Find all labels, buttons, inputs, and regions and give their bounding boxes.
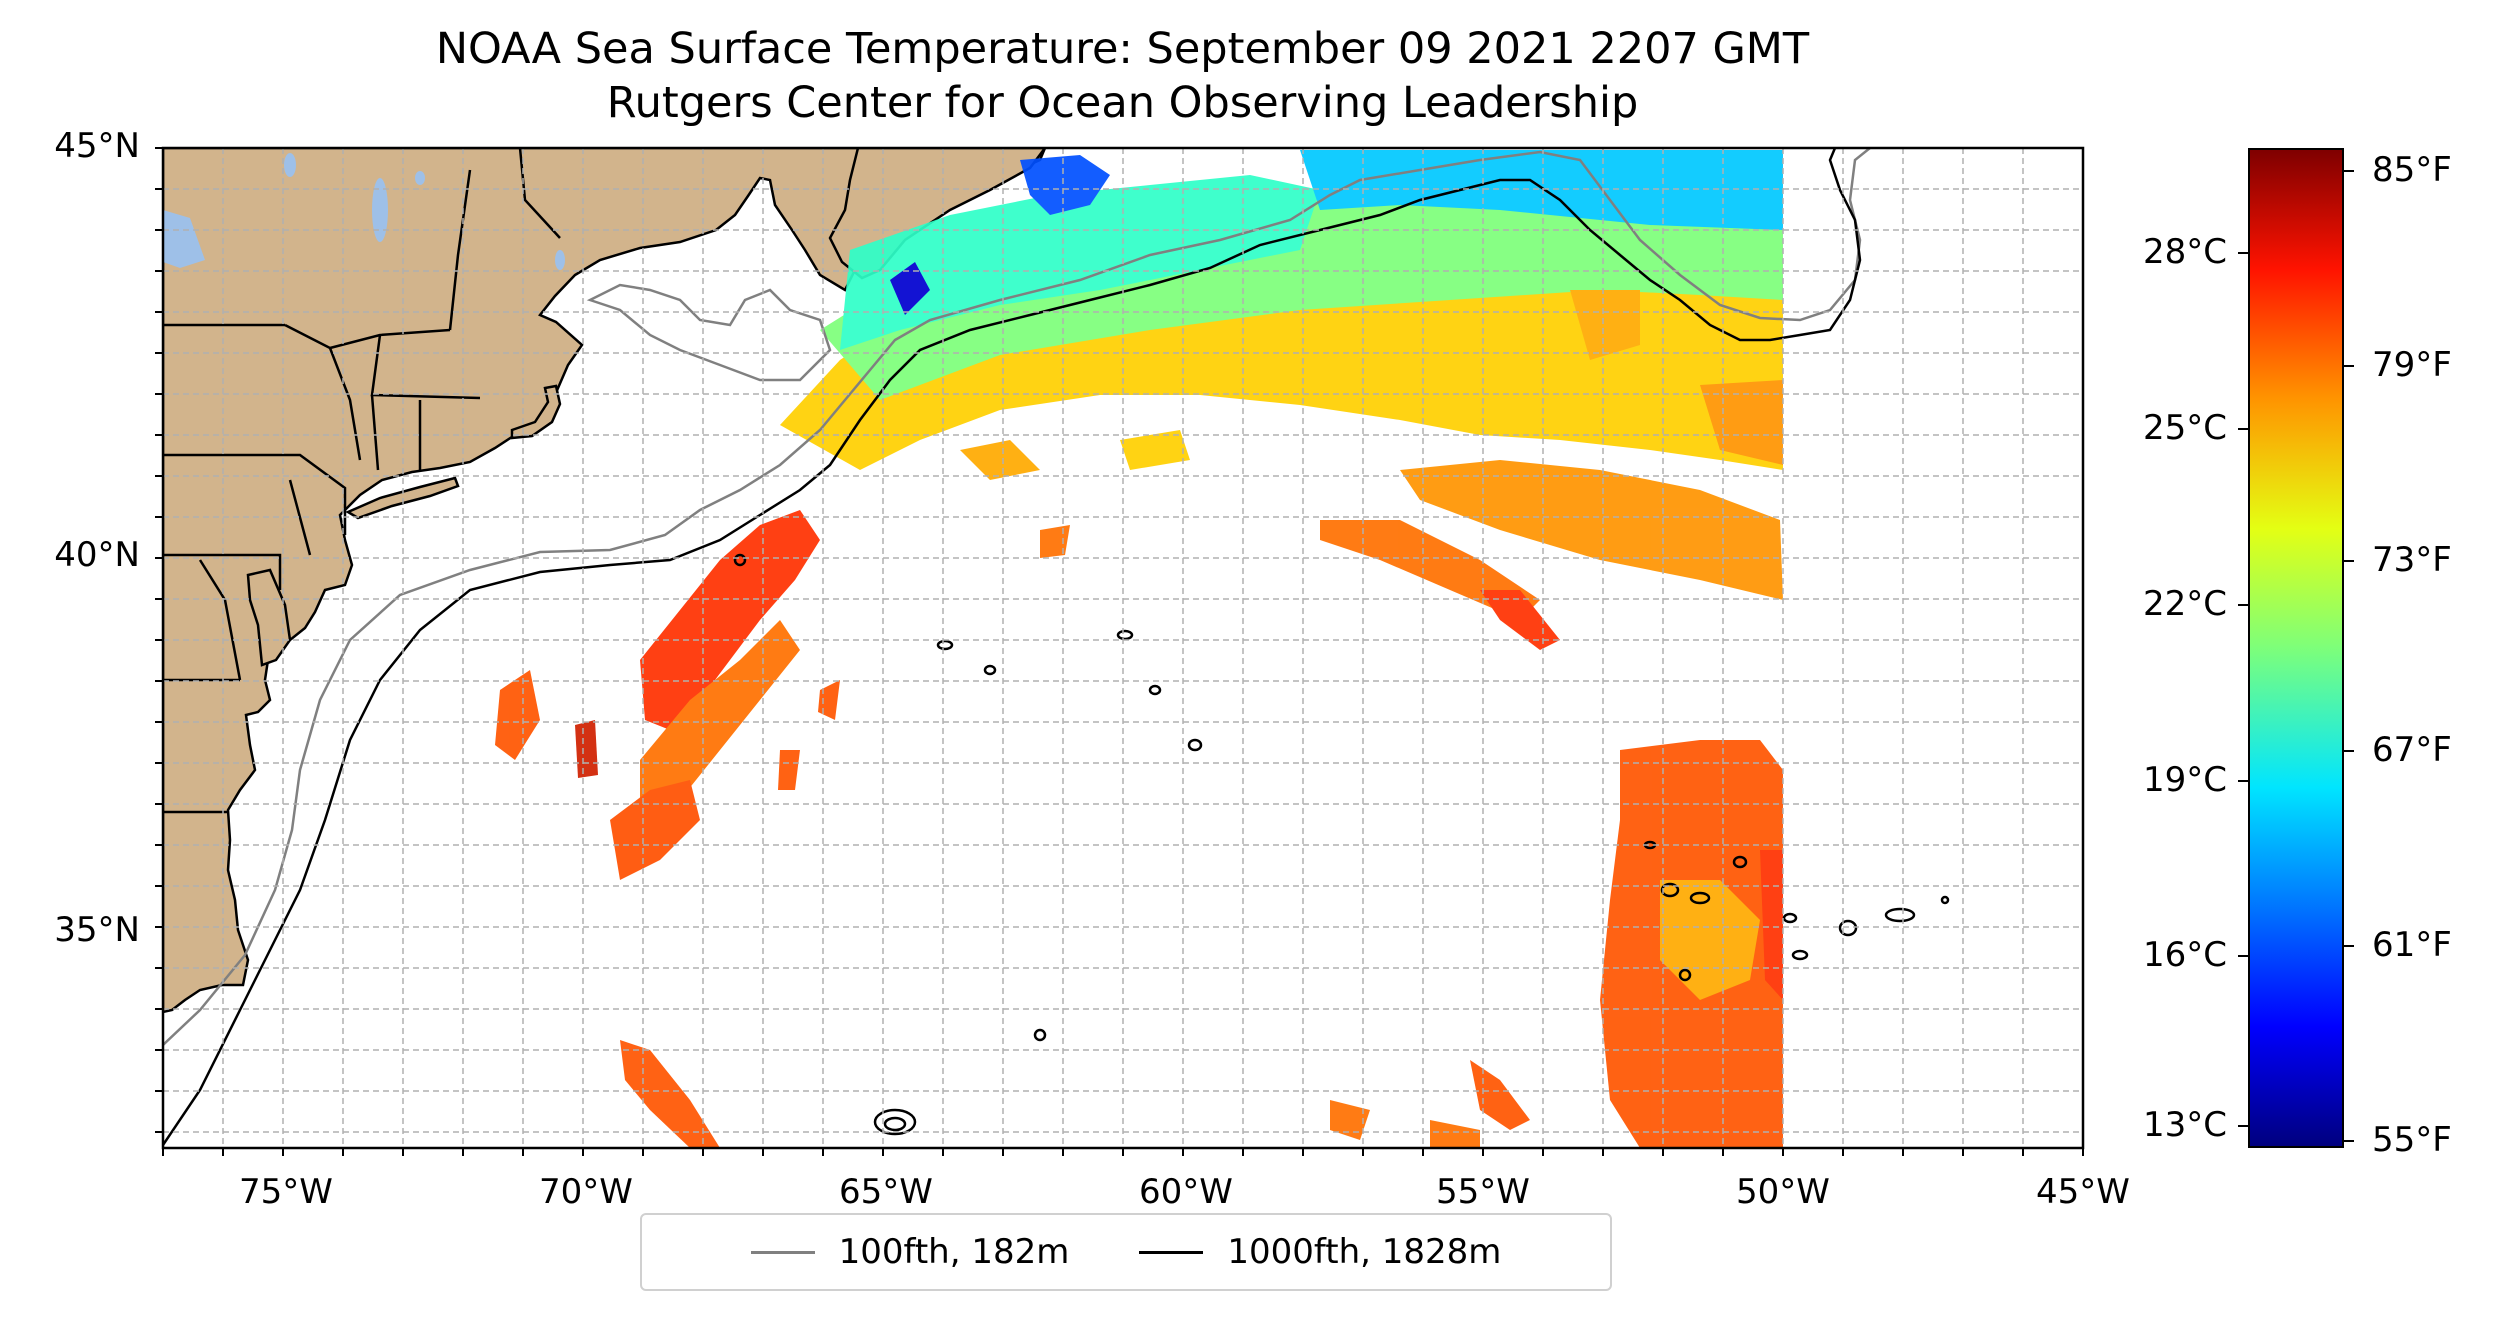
lon-tick-55: 55°W bbox=[1436, 1172, 1530, 1212]
title-line-1: NOAA Sea Surface Temperature: September … bbox=[435, 24, 1810, 74]
colorbar-f-79: 79°F bbox=[2372, 345, 2452, 385]
legend-label-100fth: 100fth, 182m bbox=[838, 1232, 1070, 1272]
colorbar-c-tick-mark bbox=[2238, 428, 2248, 430]
colorbar-c-19: 19°C bbox=[2142, 760, 2227, 800]
colorbar-c-tick-mark bbox=[2238, 780, 2248, 782]
colorbar-c-tick-mark bbox=[2238, 604, 2248, 606]
colorbar-f-73: 73°F bbox=[2372, 540, 2452, 580]
lat-tick-45: 45°N bbox=[54, 126, 140, 166]
legend-item-1000fth: 1000fth, 1828m bbox=[1139, 1232, 1501, 1272]
lakes bbox=[163, 153, 565, 270]
colorbar-f-tick-mark bbox=[2344, 560, 2354, 562]
lon-tick-50: 50°W bbox=[1736, 1172, 1830, 1212]
colorbar-f-tick-mark bbox=[2344, 365, 2354, 367]
lon-tick-60: 60°W bbox=[1139, 1172, 1233, 1212]
land-cape-cod bbox=[510, 384, 562, 440]
chart-title: NOAA Sea Surface Temperature: September … bbox=[160, 22, 2085, 130]
lon-tick-45: 45°W bbox=[2036, 1172, 2130, 1212]
legend: 100fth, 182m 1000fth, 1828m bbox=[640, 1213, 1612, 1291]
colorbar-f-67: 67°F bbox=[2372, 730, 2452, 770]
colorbar-f-tick-mark bbox=[2344, 945, 2354, 947]
colorbar-c-tick-mark bbox=[2238, 1125, 2248, 1127]
colorbar-f-85: 85°F bbox=[2372, 150, 2452, 190]
colorbar-c-22: 22°C bbox=[2142, 584, 2227, 624]
colorbar-c-16: 16°C bbox=[2142, 935, 2227, 975]
colorbar-c-tick-mark bbox=[2238, 955, 2248, 957]
state-borders bbox=[163, 148, 561, 814]
legend-swatch-black bbox=[1139, 1250, 1204, 1254]
gridlines bbox=[163, 148, 2083, 1148]
colorbar-f-tick-mark bbox=[2344, 1140, 2354, 1142]
lat-tick-35: 35°N bbox=[54, 910, 140, 950]
isobath-100fth-gulf-maine bbox=[586, 283, 832, 382]
colorbar-c-25: 25°C bbox=[2142, 408, 2227, 448]
legend-swatch-gray bbox=[750, 1250, 815, 1254]
lon-tick-70: 70°W bbox=[539, 1172, 633, 1212]
isobath-1000fth bbox=[163, 148, 1862, 1146]
sst-field bbox=[495, 150, 1783, 1148]
land-delmarva bbox=[246, 568, 292, 667]
colorbar-c-13: 13°C bbox=[2142, 1105, 2227, 1145]
colorbar-f-61: 61°F bbox=[2372, 925, 2452, 965]
legend-label-1000fth: 1000fth, 1828m bbox=[1227, 1232, 1502, 1272]
lon-tick-65: 65°W bbox=[839, 1172, 933, 1212]
colorbar-f-tick-mark bbox=[2344, 170, 2354, 172]
colorbar-f-tick-mark bbox=[2344, 750, 2354, 752]
title-line-2: Rutgers Center for Ocean Observing Leade… bbox=[606, 78, 1639, 128]
colorbar-f-55: 55°F bbox=[2372, 1120, 2452, 1160]
colorbar-c-28: 28°C bbox=[2142, 232, 2227, 272]
axis-ticks bbox=[155, 147, 2084, 1156]
lat-tick-40: 40°N bbox=[54, 535, 140, 575]
land-new-england bbox=[163, 148, 1047, 1014]
isobath-100fth bbox=[163, 148, 1871, 1046]
colorbar bbox=[2248, 148, 2344, 1148]
colorbar-c-tick-mark bbox=[2238, 252, 2248, 254]
legend-item-100fth: 100fth, 182m bbox=[750, 1232, 1070, 1272]
lon-tick-75: 75°W bbox=[239, 1172, 333, 1212]
